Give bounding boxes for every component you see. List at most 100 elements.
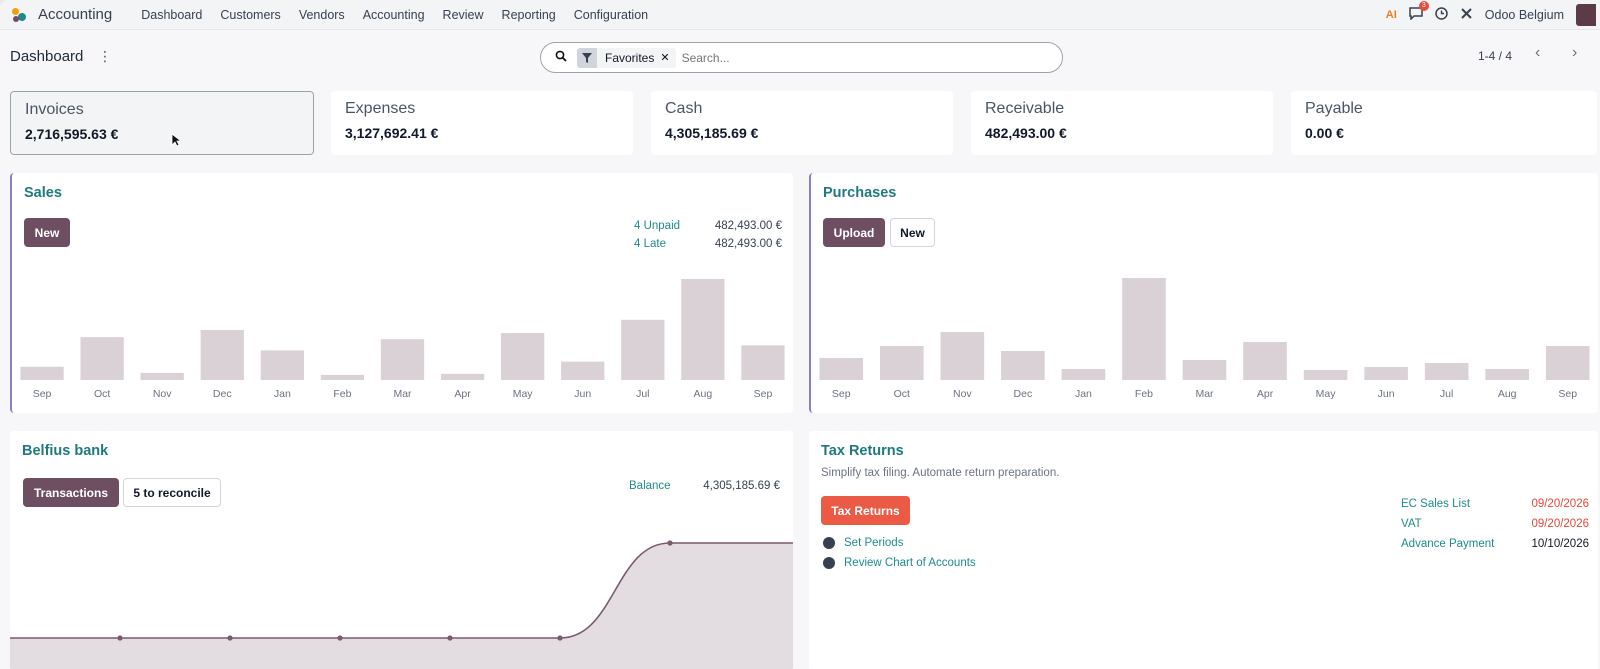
sales-title[interactable]: Sales [24, 185, 62, 201]
purchases-new-button[interactable]: New [890, 218, 935, 247]
bank-title[interactable]: Belfius bank [22, 443, 109, 459]
sales-late-value: 482,493.00 € [714, 238, 782, 250]
x-tick-label: Sep [832, 388, 851, 400]
kpi-card-receivable[interactable]: Receivable 482,493.00 € [971, 91, 1273, 155]
kpi-title: Expenses [345, 100, 416, 117]
menu-item-accounting[interactable]: Accounting [362, 7, 425, 22]
breadcrumb: Dashboard [10, 48, 84, 65]
purchases-bar-chart[interactable]: Sep Oct Nov Dec Jan Feb Mar Apr May Jun Jul Aug Sep [811, 268, 1598, 408]
chart-bar [741, 345, 785, 380]
main-menu: Dashboard Customers Vendors Accounting R… [132, 8, 657, 22]
menu-item-reporting[interactable]: Reporting [501, 7, 556, 22]
purchases-journal-card: Purchases Upload New Sep Oct Nov Dec Jan Feb M… [809, 173, 1598, 413]
x-tick-label: Sep [1558, 388, 1577, 400]
kpi-card-payable[interactable]: Payable 0.00 € [1291, 91, 1597, 155]
kpi-title: Cash [665, 100, 703, 117]
kebab-menu-icon[interactable]: ⋮ [98, 48, 112, 64]
x-tick-label: Feb [333, 388, 351, 400]
sales-bar-chart[interactable]: Sep Oct Nov Dec Jan Feb Mar Apr May Jun Jul Aug Sep [12, 268, 793, 408]
clock-icon[interactable] [1435, 6, 1448, 23]
pager-value[interactable]: 1-4 / 4 [1478, 49, 1513, 63]
kpi-card-cash[interactable]: Cash 4,305,185.69 € [651, 91, 953, 155]
control-panel: Dashboard ⋮ Favorites ✕ 1-4 / 4 ‹ › [0, 38, 1600, 78]
chart-bar [1061, 369, 1106, 380]
chart-bar [140, 372, 184, 380]
balance-link[interactable]: Balance [629, 480, 671, 492]
x-tick-label: Aug [694, 388, 713, 400]
bank-balance-chart[interactable] [10, 521, 793, 669]
sales-unpaid-link[interactable]: 4 Unpaid [634, 220, 681, 232]
pager-previous-icon[interactable]: ‹ [1535, 44, 1541, 61]
deadline-advance-payment-link[interactable]: Advance Payment [1401, 538, 1495, 550]
chart-bar [380, 339, 425, 380]
tax-title[interactable]: Tax Returns [821, 443, 904, 459]
x-tick-label: Jun [1378, 388, 1395, 400]
balance-point [337, 635, 343, 641]
transactions-button[interactable]: Transactions [23, 478, 119, 507]
app-logo-icon[interactable] [12, 7, 28, 23]
balance-point [227, 635, 233, 641]
x-tick-label: Aug [1498, 388, 1517, 400]
chart-bar [440, 373, 485, 380]
kpi-value: 0.00 € [1305, 125, 1344, 141]
x-tick-label: Dec [213, 388, 232, 400]
sales-late-link[interactable]: 4 Late [634, 238, 666, 250]
company-switcher[interactable]: Odoo Belgium [1484, 7, 1564, 22]
todo-review-coa-link[interactable]: Review Chart of Accounts [844, 557, 976, 569]
favorites-facet[interactable]: Favorites ✕ [577, 47, 676, 68]
chart-bar [1303, 370, 1348, 380]
balance-value: 4,305,185.69 € [703, 480, 780, 492]
reconcile-button[interactable]: 5 to reconcile [123, 478, 221, 507]
balance-point [447, 635, 453, 641]
x-tick-label: Jan [1075, 388, 1092, 400]
sales-journal-card: Sales New 4 Unpaid 482,493.00 € 4 Late 4… [10, 173, 793, 413]
pager-next-icon[interactable]: › [1572, 44, 1578, 61]
purchases-title[interactable]: Purchases [823, 185, 897, 201]
x-tick-label: Oct [94, 388, 110, 400]
chart-bar [1122, 278, 1166, 380]
systray: AI 3 Odoo Belgium [1385, 0, 1600, 26]
ai-icon[interactable]: AI [1385, 8, 1397, 21]
deadline-vat-link[interactable]: VAT [1401, 518, 1422, 530]
menu-item-vendors[interactable]: Vendors [298, 7, 345, 22]
kpi-card-invoices[interactable]: Invoices 2,716,595.63 € [10, 91, 314, 155]
chart-bar [20, 366, 64, 380]
sales-new-button[interactable]: New [24, 218, 70, 247]
chart-bar [1545, 346, 1590, 380]
messages-icon[interactable]: 3 [1409, 0, 1429, 23]
tax-returns-button[interactable]: Tax Returns [821, 496, 910, 525]
deadline-ec-sales-link[interactable]: EC Sales List [1401, 498, 1471, 510]
facet-label: Favorites [605, 50, 655, 65]
x-tick-label: Jun [574, 388, 591, 400]
messages-badge: 3 [1418, 0, 1429, 11]
chart-bar [561, 361, 605, 380]
deadline-ec-sales-date: 09/20/2026 [1531, 498, 1589, 510]
search-input[interactable] [681, 50, 982, 65]
x-tick-label: Apr [454, 388, 471, 400]
balance-area [10, 543, 793, 669]
search-bar[interactable]: Favorites ✕ [540, 42, 1063, 73]
top-navbar: Accounting Dashboard Customers Vendors A… [0, 0, 1600, 30]
todo-set-periods-link[interactable]: Set Periods [844, 537, 904, 549]
menu-item-customers[interactable]: Customers [220, 7, 281, 22]
purchases-upload-button[interactable]: Upload [823, 218, 885, 247]
menu-item-dashboard[interactable]: Dashboard [141, 7, 203, 22]
chart-bar [1485, 369, 1529, 380]
tools-icon[interactable] [1460, 7, 1473, 23]
x-tick-label: Feb [1135, 388, 1153, 400]
app-name[interactable]: Accounting [38, 6, 113, 23]
x-tick-label: Nov [953, 388, 972, 400]
kpi-card-expenses[interactable]: Expenses 3,127,692.41 € [331, 91, 633, 155]
x-tick-label: May [513, 388, 534, 400]
balance-point [557, 635, 563, 641]
menu-item-configuration[interactable]: Configuration [573, 7, 649, 22]
bank-journal-card: Belfius bank Transactions 5 to reconcile… [10, 431, 793, 669]
menu-item-review[interactable]: Review [442, 7, 484, 22]
facet-remove-icon[interactable]: ✕ [660, 52, 670, 64]
kpi-value: 4,305,185.69 € [665, 125, 759, 141]
deadline-advance-payment-date: 10/10/2026 [1531, 538, 1589, 550]
kpi-title: Payable [1305, 100, 1363, 117]
user-avatar[interactable] [1576, 3, 1596, 26]
chart-bar [80, 337, 124, 380]
